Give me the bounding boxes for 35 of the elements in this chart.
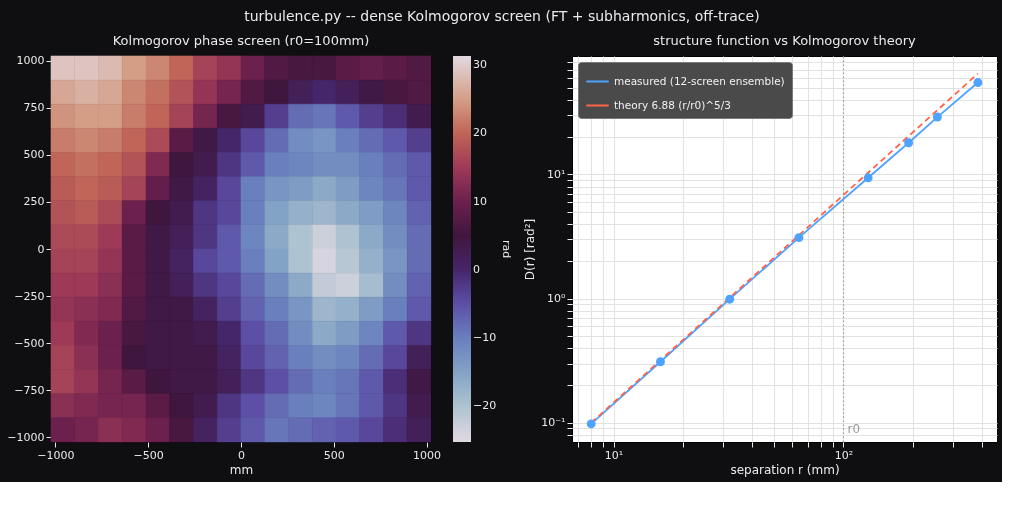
- chart-title: structure function vs Kolmogorov theory: [653, 33, 916, 49]
- x-tick-label: 1000: [413, 448, 442, 462]
- x-tick-label: 0: [238, 448, 245, 462]
- y-tick-label: 0: [37, 242, 45, 256]
- x-tick-label: 10¹: [604, 448, 624, 462]
- x-tick-label: −1000: [37, 448, 75, 462]
- color-bar-label: 10: [473, 194, 487, 208]
- y-tick-label: 10⁰: [547, 292, 567, 306]
- x-axis-title: mm: [229, 462, 254, 477]
- legend-label: theory 6.88 (r/r0)^5/3: [614, 98, 731, 111]
- y-tick-label: 10⁻¹: [541, 416, 566, 430]
- y-tick-label: −1000: [7, 430, 45, 444]
- y-tick-label: 500: [23, 148, 45, 162]
- x-tick-label: −500: [133, 448, 164, 462]
- y-tick-label: 10¹: [547, 167, 566, 181]
- legend-label: measured (12-screen ensemble): [614, 74, 785, 87]
- chart-title: Kolmogorov phase screen (r0=100mm): [112, 32, 370, 48]
- ref-line-label: r0: [847, 422, 861, 436]
- color-bar-label: −10: [473, 331, 497, 345]
- y-tick-label: −500: [14, 336, 45, 350]
- color-bar-title: rad: [500, 239, 513, 259]
- y-tick-label: 1000: [16, 54, 45, 68]
- color-bar-label: 0: [473, 262, 480, 276]
- x-tick-label: 10²: [834, 448, 854, 462]
- x-axis-title: separation r (mm): [730, 462, 840, 477]
- text: turbulence.py -- dense Kolmogorov screen (FT + subharmonics, off-trace): [244, 8, 760, 25]
- color-bar-label: 30: [473, 57, 487, 71]
- y-tick-label: 250: [23, 195, 45, 209]
- y-tick-label: 750: [23, 101, 45, 115]
- y-tick-label: −750: [14, 383, 45, 397]
- x-tick-label: 500: [323, 448, 345, 462]
- y-axis-title: D(r) [rad²]: [523, 218, 538, 281]
- y-tick-label: −250: [14, 289, 45, 303]
- color-bar-label: 20: [473, 126, 487, 140]
- color-bar-label: −20: [473, 399, 497, 413]
